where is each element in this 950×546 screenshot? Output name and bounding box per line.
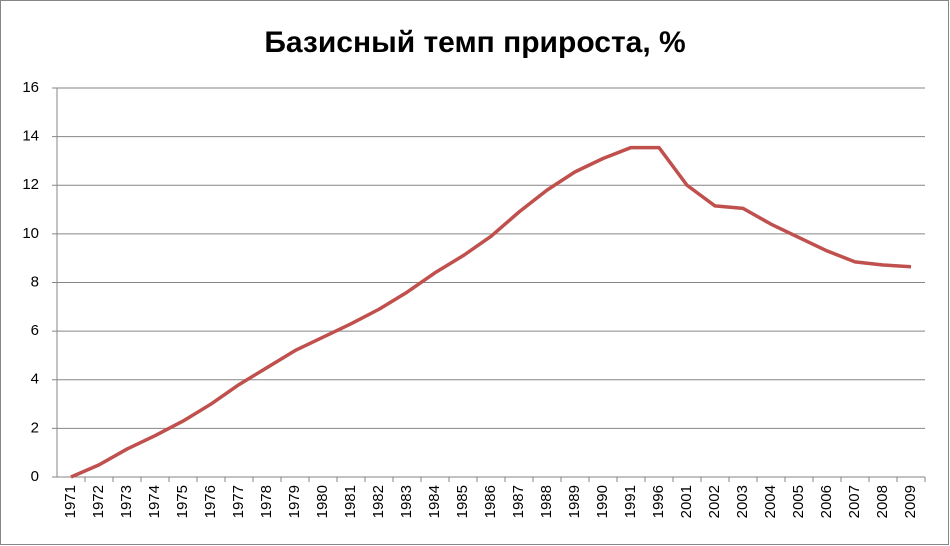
y-tick-label: 14: [22, 128, 39, 145]
x-tick-label: 2002: [706, 485, 723, 518]
x-tick-label: 1972: [90, 485, 107, 518]
x-tick-label: 2008: [874, 485, 891, 518]
x-tick-label: 2003: [734, 485, 751, 518]
x-tick-label: 1989: [566, 485, 583, 518]
y-tick-label: 8: [31, 273, 39, 290]
x-tick-label: 1983: [398, 485, 415, 518]
line-series: [70, 145, 912, 479]
x-tick-label: 1971: [62, 485, 79, 518]
x-tick-label: 1982: [370, 485, 387, 518]
chart-title: Базисный темп прироста, %: [264, 26, 685, 59]
x-tick-label: 1979: [286, 485, 303, 518]
x-tick-label: 1981: [342, 485, 359, 518]
y-tick-label: 4: [31, 371, 39, 388]
y-tick-label: 10: [22, 225, 39, 242]
x-tick-label: 1988: [538, 485, 555, 518]
x-tick-label: 2004: [762, 485, 779, 518]
x-tick-label: 1986: [482, 485, 499, 518]
x-tick-label: 2009: [902, 485, 919, 518]
x-tick-label: 1976: [202, 485, 219, 518]
x-tick-label: 2006: [818, 485, 835, 518]
x-tick-label: 1978: [258, 485, 275, 518]
x-tick-label: 1973: [118, 485, 135, 518]
x-tick-label: 1980: [314, 485, 331, 518]
x-tick-label: 1977: [230, 485, 247, 518]
x-tick-label: 1987: [510, 485, 527, 518]
y-tick-label: 6: [31, 322, 39, 339]
y-tick-label: 2: [31, 419, 39, 436]
x-tick-label: 2001: [678, 485, 695, 518]
x-tick-label: 1991: [622, 485, 639, 518]
x-tick-label: 1974: [146, 485, 163, 518]
x-tick-label: 1985: [454, 485, 471, 518]
y-tick-label: 0: [31, 468, 39, 485]
y-tick-label: 16: [22, 79, 39, 96]
x-tick-label: 2005: [790, 485, 807, 518]
x-tick-label: 2007: [846, 485, 863, 518]
y-tick-label: 12: [22, 176, 39, 193]
x-tick-label: 1975: [174, 485, 191, 518]
x-tick-label: 1984: [426, 485, 443, 518]
x-tick-label: 1996: [650, 485, 667, 518]
x-tick-label: 1990: [594, 485, 611, 518]
